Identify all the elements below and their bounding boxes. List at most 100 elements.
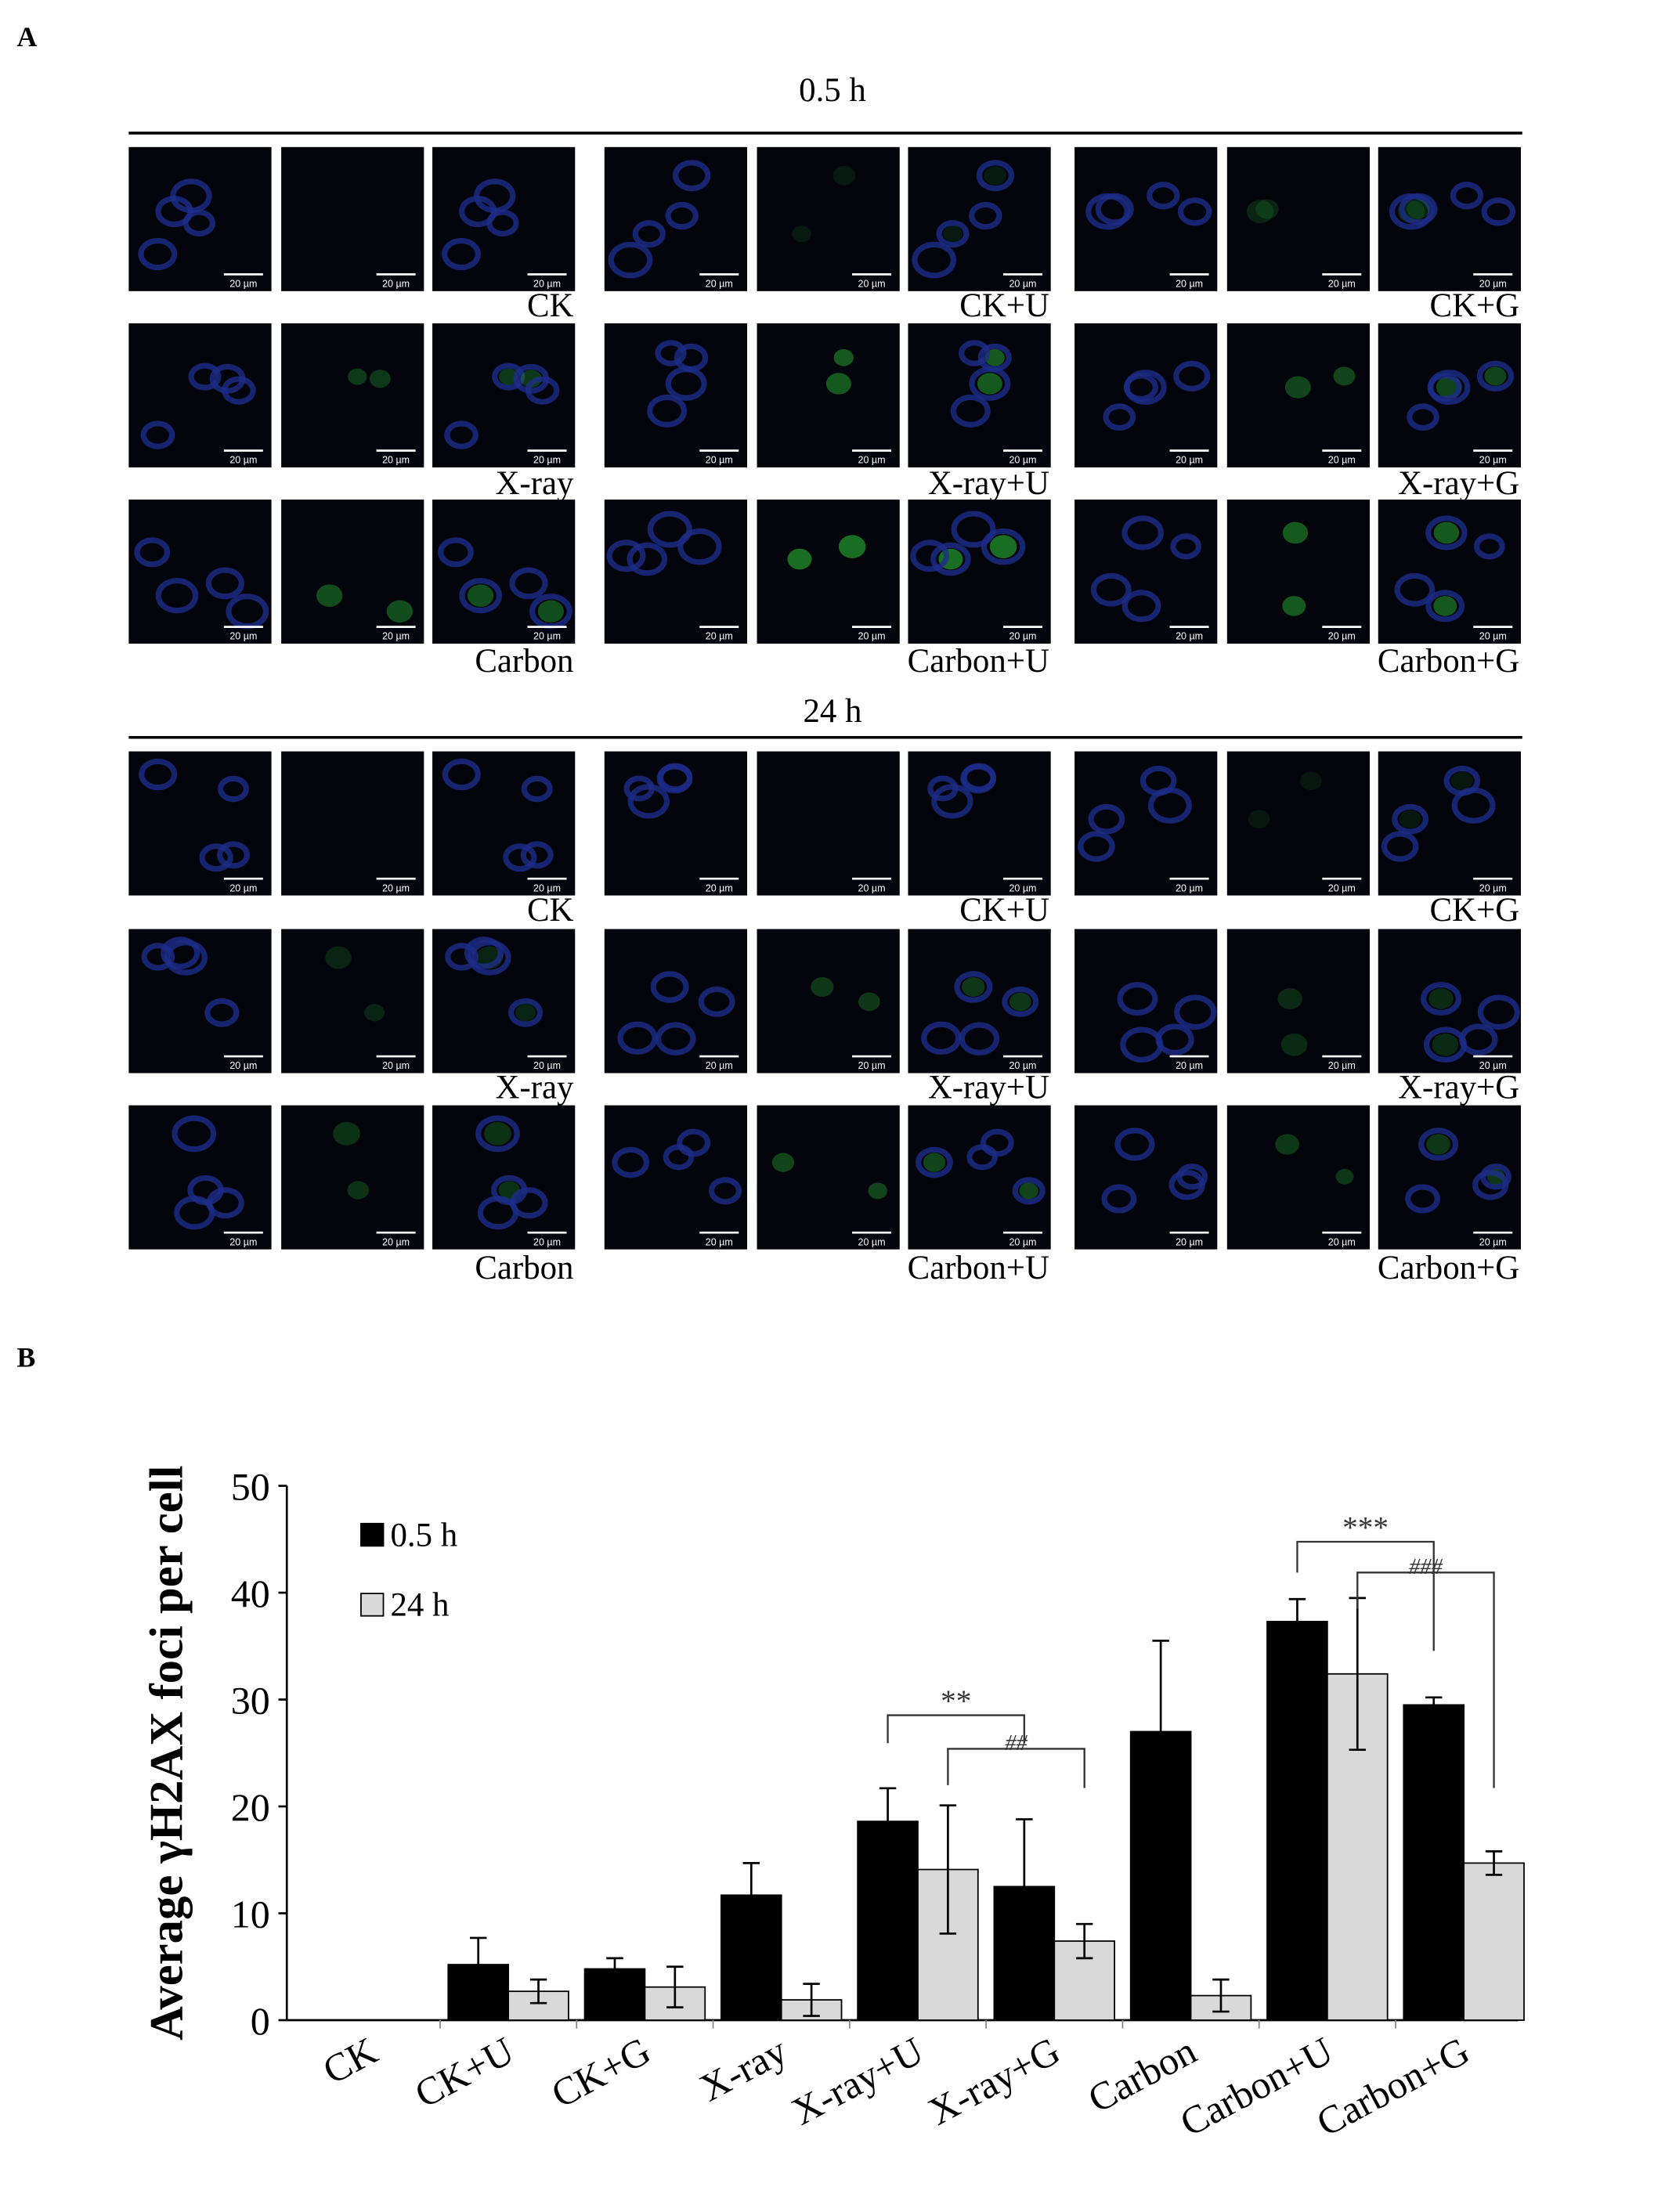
nucleus xyxy=(1114,1128,1155,1161)
foci xyxy=(498,368,518,385)
foci xyxy=(1282,521,1309,544)
foci xyxy=(484,1121,511,1146)
nucleus xyxy=(508,998,544,1027)
micrograph: 20 µm xyxy=(1226,1105,1371,1250)
nucleus xyxy=(1392,803,1428,835)
nucleus xyxy=(1147,182,1180,210)
scale-bar-label: 20 µm xyxy=(858,631,886,642)
micrograph: 20 µm xyxy=(757,751,900,896)
nucleus xyxy=(608,241,653,279)
nucleus xyxy=(673,160,711,192)
micrograph: 20 µm xyxy=(1074,1105,1218,1250)
nucleus xyxy=(1002,986,1039,1017)
significance-label: ### xyxy=(1409,1555,1443,1579)
nucleus xyxy=(1170,533,1202,560)
significance-label: ## xyxy=(1005,1731,1028,1756)
y-tick-label: 10 xyxy=(231,1892,270,1936)
nucleus xyxy=(1117,982,1158,1016)
micrograph-bg xyxy=(128,929,272,1074)
nucleus xyxy=(916,1146,953,1178)
y-tick-label: 50 xyxy=(231,1464,270,1508)
micrograph: 20 µm xyxy=(757,323,900,467)
foci xyxy=(1277,988,1302,1009)
foci xyxy=(1333,366,1356,386)
micrograph: 20 µm xyxy=(432,323,576,467)
micrograph-bg xyxy=(432,146,576,291)
nucleus xyxy=(170,179,212,214)
foci xyxy=(962,976,985,998)
foci xyxy=(984,165,1007,186)
micrograph: 20 µm xyxy=(281,751,424,896)
foci xyxy=(1300,771,1322,791)
micrograph: 20 µm xyxy=(281,500,424,644)
scale-bar-label: 20 µm xyxy=(1176,455,1203,466)
micrograph: 20 µm xyxy=(1378,1105,1521,1250)
micrograph-bg xyxy=(1378,929,1521,1074)
nucleus xyxy=(976,160,1014,192)
micrograph-bg xyxy=(757,323,900,467)
group-label: X-ray+U xyxy=(928,1070,1049,1106)
nucleus xyxy=(1177,197,1212,226)
nucleus xyxy=(1425,515,1468,550)
nucleus xyxy=(1394,572,1436,607)
nucleus xyxy=(174,1196,215,1230)
nucleus xyxy=(1174,994,1217,1030)
micrograph: 20 µm xyxy=(604,146,748,291)
foci xyxy=(386,600,414,622)
nucleus xyxy=(1173,360,1211,392)
scale-bar-label: 20 µm xyxy=(1328,1236,1356,1247)
error-bar xyxy=(1016,1818,1033,1955)
micrograph-bg xyxy=(281,323,424,467)
nucleus xyxy=(1427,373,1462,402)
micrograph: 20 µm xyxy=(128,751,272,896)
scale-bar-label: 20 µm xyxy=(229,1236,257,1247)
nucleus xyxy=(1381,831,1419,862)
nucleus xyxy=(674,343,709,372)
micrograph-bg xyxy=(1378,146,1521,291)
scale-bar-label: 20 µm xyxy=(1009,1060,1036,1071)
nucleus xyxy=(1459,1023,1498,1056)
foci xyxy=(1432,1033,1459,1056)
error-bar xyxy=(879,1787,897,1856)
nucleus xyxy=(140,420,175,449)
micrograph: 20 µm xyxy=(1226,323,1371,467)
scale-bar-label: 20 µm xyxy=(1479,1236,1507,1247)
nucleus xyxy=(1451,787,1496,824)
micrograph-bg xyxy=(1378,1105,1521,1250)
group-label: Carbon+U xyxy=(908,1250,1049,1286)
scale-bar-label: 20 µm xyxy=(1479,1060,1507,1071)
foci xyxy=(825,373,851,395)
nucleus xyxy=(1476,360,1514,392)
scale-bar-label: 20 µm xyxy=(229,278,257,289)
scale-bar-label: 20 µm xyxy=(382,455,410,466)
micrograph: 20 µm xyxy=(281,323,424,467)
x-tick-label: Carbon+U xyxy=(1173,2028,1340,2145)
foci xyxy=(1246,200,1274,223)
nucleus xyxy=(1168,1170,1205,1200)
nucleus xyxy=(977,343,1012,372)
nucleus xyxy=(172,1115,217,1153)
micrograph-bg xyxy=(1074,1105,1218,1250)
nucleus xyxy=(521,775,553,803)
x-tick-label: CK xyxy=(316,2028,385,2092)
nucleus xyxy=(627,542,668,576)
foci xyxy=(1275,1134,1300,1155)
foci xyxy=(364,1004,385,1022)
nucleus xyxy=(459,578,502,614)
nucleus xyxy=(960,763,996,794)
micrograph: 20 µm xyxy=(1074,146,1218,291)
micrograph-bg xyxy=(281,751,424,896)
micrograph: 20 µm xyxy=(908,929,1051,1074)
foci xyxy=(1484,366,1507,386)
nucleus xyxy=(1481,197,1516,226)
x-tick-label: Carbon+G xyxy=(1309,2028,1476,2145)
micrograph-bg xyxy=(1074,146,1218,291)
nucleus xyxy=(931,784,973,819)
scale-bar-label: 20 µm xyxy=(1009,278,1036,289)
nucleus xyxy=(647,394,688,428)
nucleus xyxy=(218,775,249,803)
micrograph: 20 µm xyxy=(432,500,576,644)
group-label: X-ray+G xyxy=(1398,1070,1519,1106)
nucleus xyxy=(632,220,666,248)
